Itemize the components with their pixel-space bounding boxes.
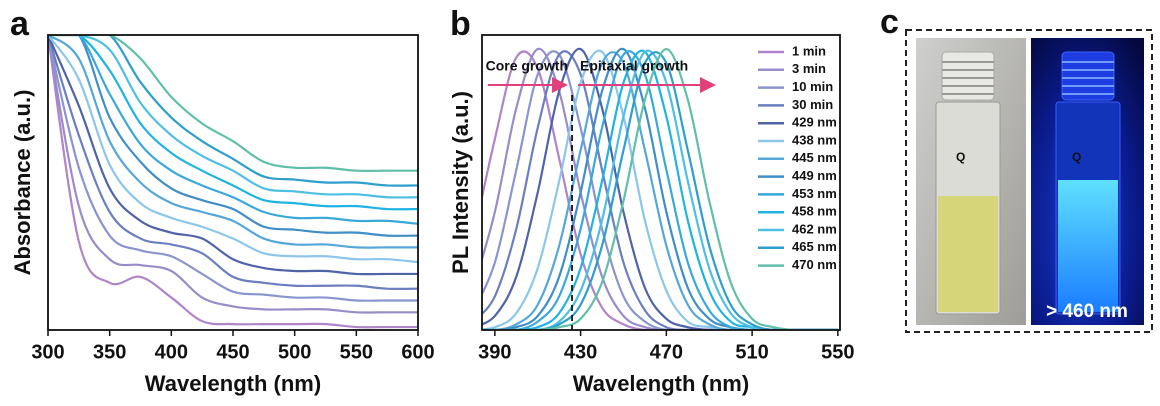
legend-label: 470 nm [792, 257, 837, 272]
x-tick-label: 300 [31, 341, 64, 363]
legend-label: 429 nm [792, 115, 837, 130]
x-tick-label: 450 [216, 341, 249, 363]
data-line [482, 50, 838, 330]
filter-label: > 460 nm [1046, 301, 1128, 322]
data-line [48, 35, 418, 314]
panel-label: b [450, 5, 471, 43]
legend-label: 453 nm [792, 186, 837, 201]
legend-label: 3 min [792, 61, 826, 76]
data-line [48, 35, 418, 291]
data-line [482, 47, 838, 330]
x-tick-label: 550 [821, 341, 854, 363]
data-line [482, 50, 838, 330]
legend-label: 462 nm [792, 221, 837, 236]
data-line [482, 51, 838, 330]
x-tick-label: 470 [650, 341, 683, 363]
panel-label: a [10, 5, 30, 43]
data-line [482, 49, 838, 330]
data-line [48, 35, 418, 173]
data-line [482, 50, 838, 330]
x-tick-label: 430 [564, 341, 597, 363]
vial-daylight: Q [935, 51, 1001, 315]
photo-frame [905, 29, 1153, 333]
legend-label: 458 nm [792, 204, 837, 219]
x-tick-label: 500 [278, 341, 311, 363]
legend-label: 438 nm [792, 132, 837, 147]
data-line [48, 35, 418, 199]
x-tick-label: 510 [735, 341, 768, 363]
plot-area [482, 47, 838, 330]
data-line [482, 51, 838, 330]
y-axis-title: PL Intensity (a.u.) [448, 91, 473, 274]
data-line [482, 50, 838, 330]
annotation: Core growth [486, 58, 568, 74]
x-tick-label: 400 [155, 341, 188, 363]
legend-label: 30 min [792, 97, 833, 112]
annotation: Epitaxial growth [580, 58, 688, 74]
plot-frame [481, 34, 841, 331]
y-axis-title: Absorbance (a.u.) [10, 90, 35, 276]
photo-panel: Q Q > 460 nm c [880, 3, 1153, 333]
data-line [48, 35, 418, 225]
plot-area [48, 35, 418, 329]
legend-label: 10 min [792, 79, 833, 94]
vial-mark: Q [956, 150, 965, 164]
data-line [48, 35, 418, 249]
x-tick-label: 550 [340, 341, 373, 363]
legend-label: 449 nm [792, 168, 837, 183]
vial-uv: Q [1055, 51, 1121, 315]
data-line [48, 35, 418, 187]
legend-label: 1 min [792, 43, 826, 58]
data-line [48, 35, 418, 302]
x-axis-title: Wavelength (nm) [145, 371, 321, 396]
data-line [482, 47, 838, 330]
x-tick-label: 600 [401, 341, 434, 363]
legend-label: 445 nm [792, 150, 837, 165]
data-line [48, 35, 418, 237]
x-tick-label: 390 [478, 341, 511, 363]
data-line [48, 35, 418, 264]
data-line [482, 47, 838, 330]
panel-label: c [880, 3, 899, 41]
legend-label: 465 nm [792, 239, 837, 254]
data-line [482, 49, 838, 330]
data-line [482, 49, 838, 330]
data-line [482, 47, 838, 330]
x-tick-label: 350 [93, 341, 126, 363]
data-line [48, 35, 418, 329]
data-line [48, 35, 418, 211]
vial-mark: Q [1072, 150, 1081, 164]
data-line [48, 35, 418, 276]
x-axis-title: Wavelength (nm) [573, 371, 749, 396]
